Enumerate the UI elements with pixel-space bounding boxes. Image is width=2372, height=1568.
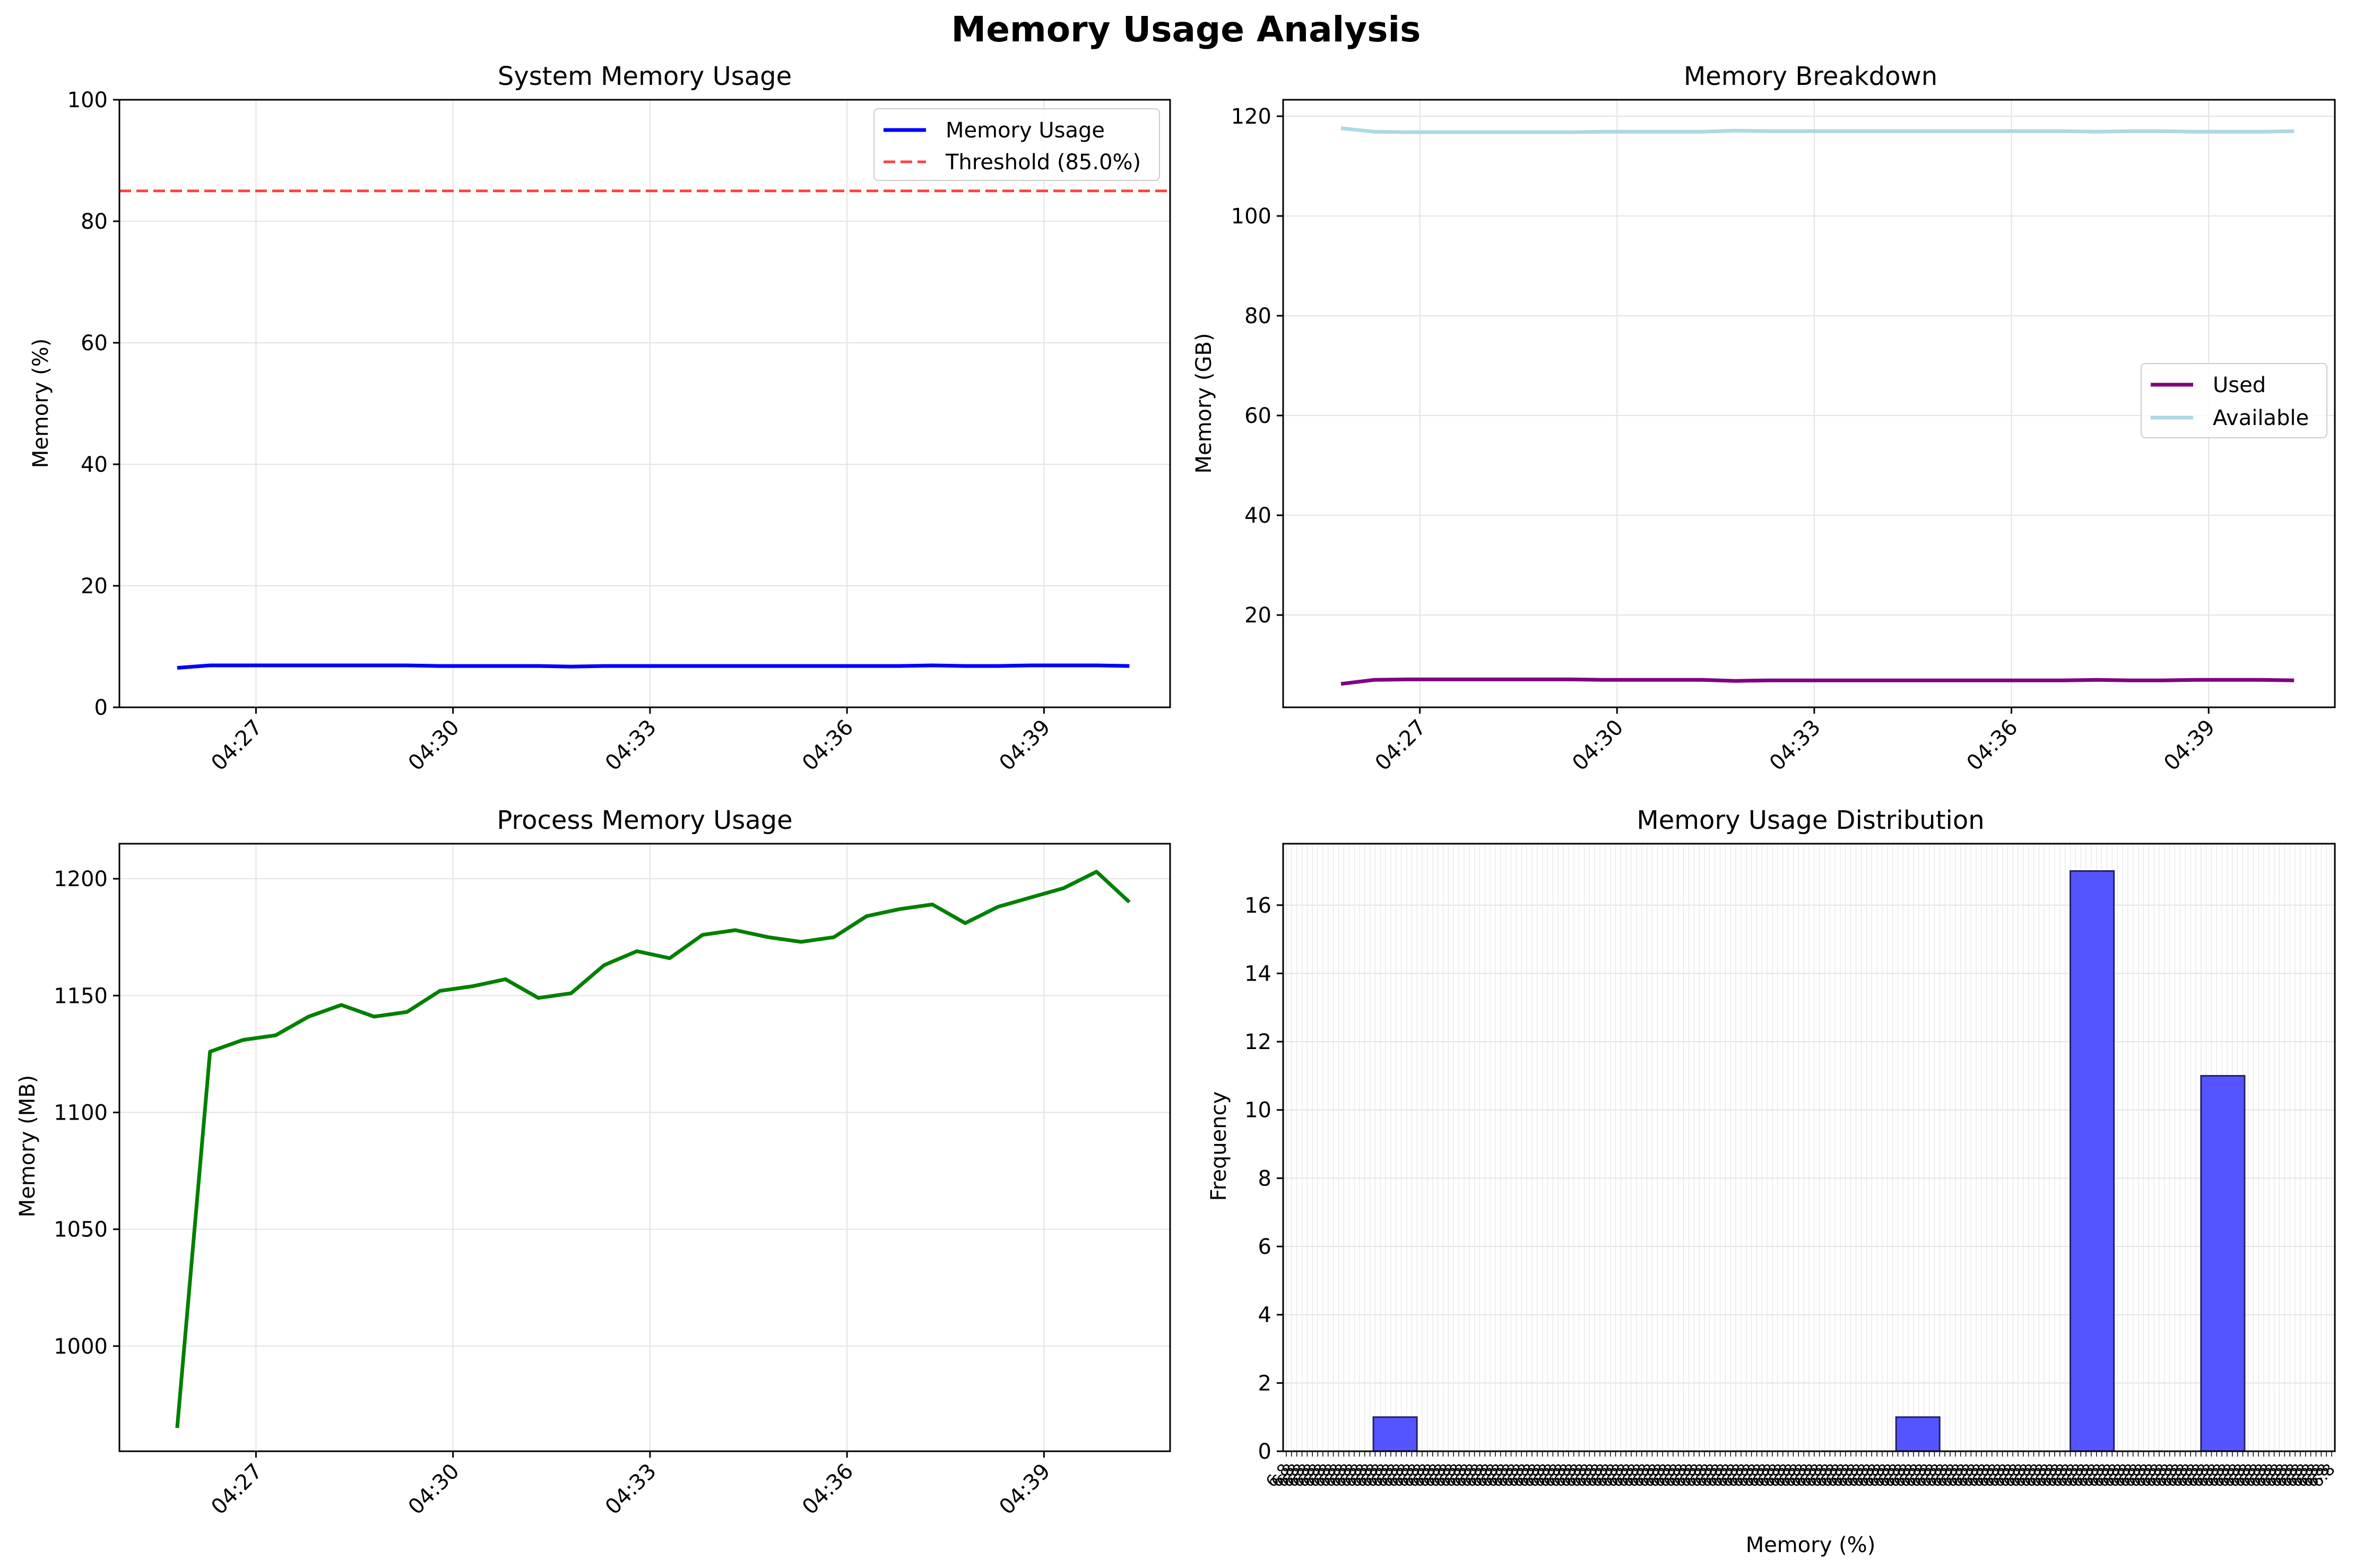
axes-frame [1282,99,2336,708]
y-axis-label: Memory (MB) [15,1075,40,1218]
y-tick-label: 120 [1231,105,1271,129]
histogram-bar [2200,1075,2246,1452]
y-tick-label: 20 [1244,603,1271,628]
chart-memory-usage-distribution: Memory Usage Distribution Frequency Memo… [1207,805,2339,1557]
plot-area: 02468101214166.86.86.86.86.86.86.86.86.8… [1244,843,2339,1491]
y-tick-label: 80 [81,210,108,234]
y-tick-label: 12 [1244,1030,1271,1054]
chart-title: Memory Usage Distribution [1637,805,1984,835]
axes-frame [118,843,1171,1452]
y-tick-label: 80 [1244,304,1271,328]
legend-label: Memory Usage [946,118,1105,143]
legend-box [873,108,1160,181]
y-tick-label: 1000 [54,1335,108,1359]
chart-title: System Memory Usage [498,62,792,91]
series-line [1340,677,2295,686]
y-tick-label: 60 [1244,404,1271,428]
chart-title: Process Memory Usage [497,805,792,835]
y-tick-label: 0 [1258,1440,1271,1464]
x-axis-label: Memory (%) [1746,1533,1876,1557]
y-tick-label: 100 [1231,204,1271,229]
y-tick-label: 1050 [54,1218,108,1242]
y-tick-label: 4 [1258,1303,1271,1328]
histogram-bar [1895,1416,1941,1452]
y-tick-label: 1150 [54,984,108,1008]
y-tick-label: 8 [1258,1166,1271,1191]
axes-frame [1282,843,2336,1452]
y-tick-label: 40 [81,453,108,477]
legend-label: Available [2213,406,2309,430]
chart-system-memory-usage: System Memory Usage Memory (%) 0 20 40 60 80… [29,62,1171,776]
y-tick-label: 6 [1258,1235,1271,1259]
series-line [175,870,1131,1428]
y-tick-label: 2 [1258,1371,1271,1396]
y-axis-label: Frequency [1207,1091,1231,1201]
chart-title: Memory Breakdown [1684,62,1937,91]
y-tick-label: 1200 [54,867,108,891]
y-tick-label: 0 [94,696,108,720]
series-line [177,663,1130,670]
y-tick-label: 16 [1244,894,1271,918]
y-tick-label: 10 [1244,1098,1271,1123]
y-tick-label: 1100 [54,1101,108,1125]
histogram-bar [1372,1416,1418,1452]
legend-label: Used [2213,373,2266,397]
series-line [1340,126,2295,134]
y-tick-label: 14 [1244,961,1271,986]
legend-label: Threshold (85.0%) [945,150,1141,175]
histogram-bar [2070,870,2115,1452]
y-axis-label: Memory (GB) [1192,333,1216,473]
y-tick-label: 20 [81,574,108,599]
y-tick-label: 100 [67,88,108,112]
axes-frame [118,99,1171,708]
y-tick-label: 60 [81,331,108,356]
y-axis-label: Memory (%) [29,339,53,469]
y-tick-label: 40 [1244,504,1271,528]
figure-title: Memory Usage Analysis [951,9,1421,50]
